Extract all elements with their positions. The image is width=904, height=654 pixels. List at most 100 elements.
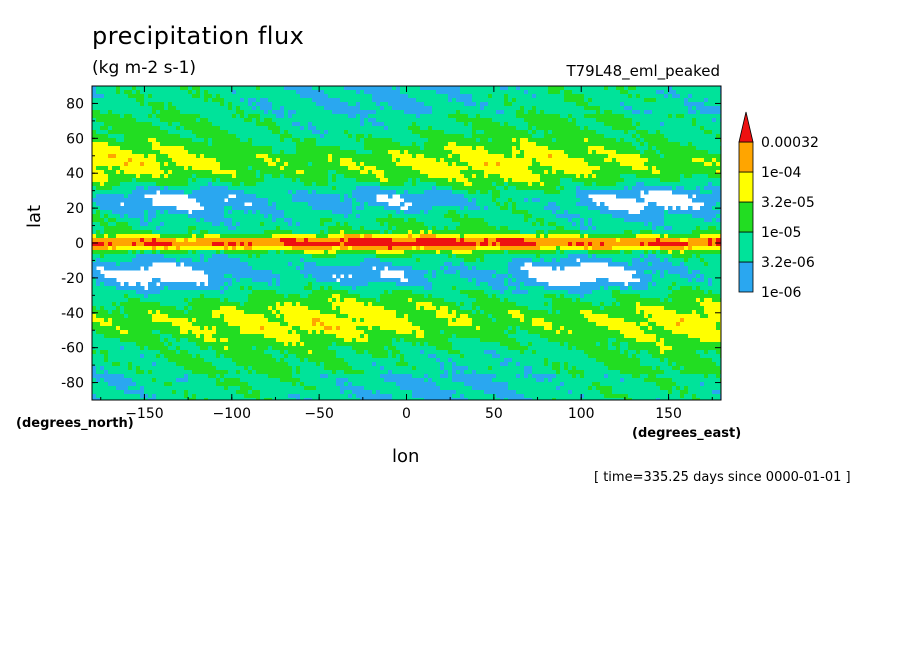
field-cell <box>312 206 317 211</box>
field-cell <box>692 86 697 91</box>
field-cell <box>472 86 477 91</box>
field-cell <box>556 150 561 155</box>
field-cell <box>716 114 721 119</box>
field-cell <box>448 94 453 99</box>
field-cell <box>176 186 181 191</box>
field-cell <box>316 210 321 215</box>
field-cell <box>324 142 329 147</box>
field-cell <box>676 206 681 211</box>
field-cell <box>436 158 441 163</box>
field-cell <box>160 186 165 191</box>
field-cell <box>140 142 145 147</box>
field-cell <box>372 98 377 103</box>
field-cell <box>120 154 125 159</box>
field-cell <box>668 138 673 143</box>
field-cell <box>628 190 633 195</box>
field-cell <box>108 210 113 215</box>
field-cell <box>240 106 245 111</box>
field-cell <box>456 130 461 135</box>
field-cell <box>248 190 253 195</box>
field-cell <box>480 178 485 183</box>
field-cell <box>160 154 165 159</box>
field-cell <box>140 210 145 215</box>
field-cell <box>656 158 661 163</box>
field-cell <box>468 174 473 179</box>
field-cell <box>620 174 625 179</box>
field-cell <box>272 86 277 91</box>
field-cell <box>348 162 353 167</box>
field-cell <box>200 190 205 195</box>
field-cell <box>328 146 333 151</box>
field-cell <box>428 170 433 175</box>
field-cell <box>588 154 593 159</box>
field-cell <box>652 110 657 115</box>
field-cell <box>336 166 341 171</box>
field-cell <box>300 166 305 171</box>
field-cell <box>520 174 525 179</box>
field-cell <box>204 126 209 131</box>
field-cell <box>280 98 285 103</box>
field-cell <box>156 114 161 119</box>
field-cell <box>128 210 133 215</box>
field-cell <box>468 178 473 183</box>
field-cell <box>688 122 693 127</box>
field-cell <box>564 198 569 203</box>
field-cell <box>168 170 173 175</box>
field-cell <box>636 162 641 167</box>
field-cell <box>100 194 105 199</box>
field-cell <box>564 130 569 135</box>
field-cell <box>584 150 589 155</box>
field-cell <box>376 150 381 155</box>
field-cell <box>196 118 201 123</box>
field-cell <box>244 170 249 175</box>
field-cell <box>372 110 377 115</box>
field-cell <box>496 194 501 199</box>
field-cell <box>104 178 109 183</box>
field-cell <box>204 118 209 123</box>
field-cell <box>432 98 437 103</box>
field-cell <box>160 150 165 155</box>
field-cell <box>632 126 637 131</box>
field-cell <box>524 166 529 171</box>
field-cell <box>700 170 705 175</box>
field-cell <box>220 122 225 127</box>
field-cell <box>528 182 533 187</box>
field-cell <box>152 126 157 131</box>
field-cell <box>424 146 429 151</box>
field-cell <box>148 202 153 207</box>
field-cell <box>232 114 237 119</box>
field-cell <box>392 98 397 103</box>
field-cell <box>452 98 457 103</box>
field-cell <box>508 150 513 155</box>
field-cell <box>472 106 477 111</box>
field-cell <box>336 134 341 139</box>
field-cell <box>688 118 693 123</box>
field-cell <box>300 122 305 127</box>
field-cell <box>252 106 257 111</box>
field-cell <box>520 126 525 131</box>
field-cell <box>444 158 449 163</box>
field-cell <box>392 110 397 115</box>
field-cell <box>368 142 373 147</box>
field-cell <box>580 126 585 131</box>
field-cell <box>124 122 129 127</box>
field-cell <box>292 90 297 95</box>
field-cell <box>240 94 245 99</box>
field-cell <box>456 122 461 127</box>
field-cell <box>408 198 413 203</box>
field-cell <box>392 90 397 95</box>
field-cell <box>336 154 341 159</box>
field-cell <box>548 110 553 115</box>
field-cell <box>616 170 621 175</box>
field-cell <box>624 158 629 163</box>
field-cell <box>320 118 325 123</box>
field-cell <box>252 198 257 203</box>
field-cell <box>684 106 689 111</box>
field-cell <box>164 134 169 139</box>
field-cell <box>92 98 97 103</box>
field-cell <box>668 178 673 183</box>
field-cell <box>436 198 441 203</box>
field-cell <box>260 118 265 123</box>
field-cell <box>324 90 329 95</box>
field-cell <box>448 134 453 139</box>
